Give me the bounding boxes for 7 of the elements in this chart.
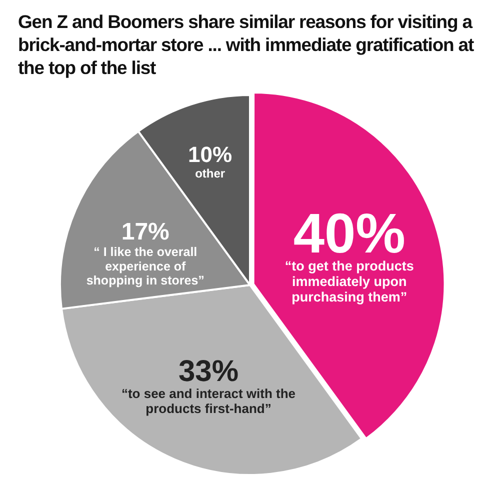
slice-label: other	[195, 166, 226, 181]
slice-label: “ I like the overall experience of shopping in stores”	[86, 244, 204, 288]
slice-label: “to see and interact with the products first-hand”	[121, 386, 296, 416]
data-label: 10%	[188, 142, 232, 168]
data-label: 17%	[121, 218, 170, 246]
chart-title: Gen Z and Boomers share similar reasons for visiting a brick-and-mortar store ... with immediate gratification at the top of the list	[17, 10, 475, 80]
data-label: 33%	[178, 354, 239, 388]
